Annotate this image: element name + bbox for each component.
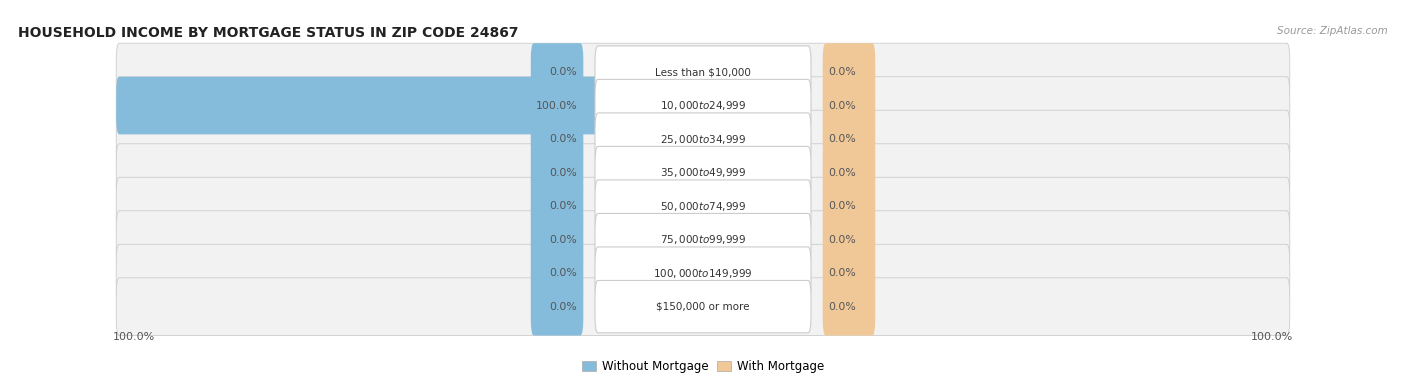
FancyBboxPatch shape [117,144,1289,201]
Text: $75,000 to $99,999: $75,000 to $99,999 [659,233,747,246]
Text: 0.0%: 0.0% [828,67,856,77]
FancyBboxPatch shape [595,180,811,232]
FancyBboxPatch shape [595,46,811,98]
Text: 0.0%: 0.0% [828,302,856,312]
FancyBboxPatch shape [531,43,583,101]
FancyBboxPatch shape [595,146,811,199]
Text: $10,000 to $24,999: $10,000 to $24,999 [659,99,747,112]
FancyBboxPatch shape [823,77,875,134]
Legend: Without Mortgage, With Mortgage: Without Mortgage, With Mortgage [576,355,830,377]
FancyBboxPatch shape [823,43,875,101]
Text: 0.0%: 0.0% [550,67,578,77]
FancyBboxPatch shape [531,211,583,268]
FancyBboxPatch shape [823,278,875,336]
Text: 0.0%: 0.0% [550,234,578,245]
FancyBboxPatch shape [117,278,1289,336]
Text: Source: ZipAtlas.com: Source: ZipAtlas.com [1277,26,1388,37]
FancyBboxPatch shape [117,43,1289,101]
FancyBboxPatch shape [823,177,875,235]
Text: 0.0%: 0.0% [828,101,856,110]
Text: 100.0%: 100.0% [536,101,578,110]
FancyBboxPatch shape [117,211,1289,268]
FancyBboxPatch shape [117,110,1289,168]
FancyBboxPatch shape [117,77,1289,134]
FancyBboxPatch shape [531,177,583,235]
Text: 0.0%: 0.0% [828,234,856,245]
Text: $25,000 to $34,999: $25,000 to $34,999 [659,133,747,146]
FancyBboxPatch shape [531,278,583,336]
Text: 0.0%: 0.0% [550,134,578,144]
Text: 0.0%: 0.0% [828,268,856,278]
Text: 0.0%: 0.0% [550,201,578,211]
Text: 0.0%: 0.0% [828,201,856,211]
FancyBboxPatch shape [117,177,1289,235]
Text: 100.0%: 100.0% [1250,332,1292,342]
FancyBboxPatch shape [595,247,811,299]
FancyBboxPatch shape [531,144,583,201]
FancyBboxPatch shape [531,110,583,168]
Text: 0.0%: 0.0% [550,268,578,278]
FancyBboxPatch shape [595,213,811,266]
Text: 100.0%: 100.0% [114,332,156,342]
FancyBboxPatch shape [117,244,1289,302]
Text: $35,000 to $49,999: $35,000 to $49,999 [659,166,747,179]
FancyBboxPatch shape [823,211,875,268]
FancyBboxPatch shape [823,110,875,168]
FancyBboxPatch shape [531,244,583,302]
FancyBboxPatch shape [595,80,811,132]
Text: $50,000 to $74,999: $50,000 to $74,999 [659,199,747,213]
FancyBboxPatch shape [595,280,811,333]
FancyBboxPatch shape [595,113,811,165]
Text: 0.0%: 0.0% [828,168,856,178]
Text: 0.0%: 0.0% [550,168,578,178]
Text: HOUSEHOLD INCOME BY MORTGAGE STATUS IN ZIP CODE 24867: HOUSEHOLD INCOME BY MORTGAGE STATUS IN Z… [18,26,519,40]
Text: $100,000 to $149,999: $100,000 to $149,999 [654,267,752,280]
Text: Less than $10,000: Less than $10,000 [655,67,751,77]
Text: 0.0%: 0.0% [550,302,578,312]
Text: $150,000 or more: $150,000 or more [657,302,749,312]
Text: 0.0%: 0.0% [828,134,856,144]
FancyBboxPatch shape [823,244,875,302]
FancyBboxPatch shape [117,77,706,134]
FancyBboxPatch shape [823,144,875,201]
